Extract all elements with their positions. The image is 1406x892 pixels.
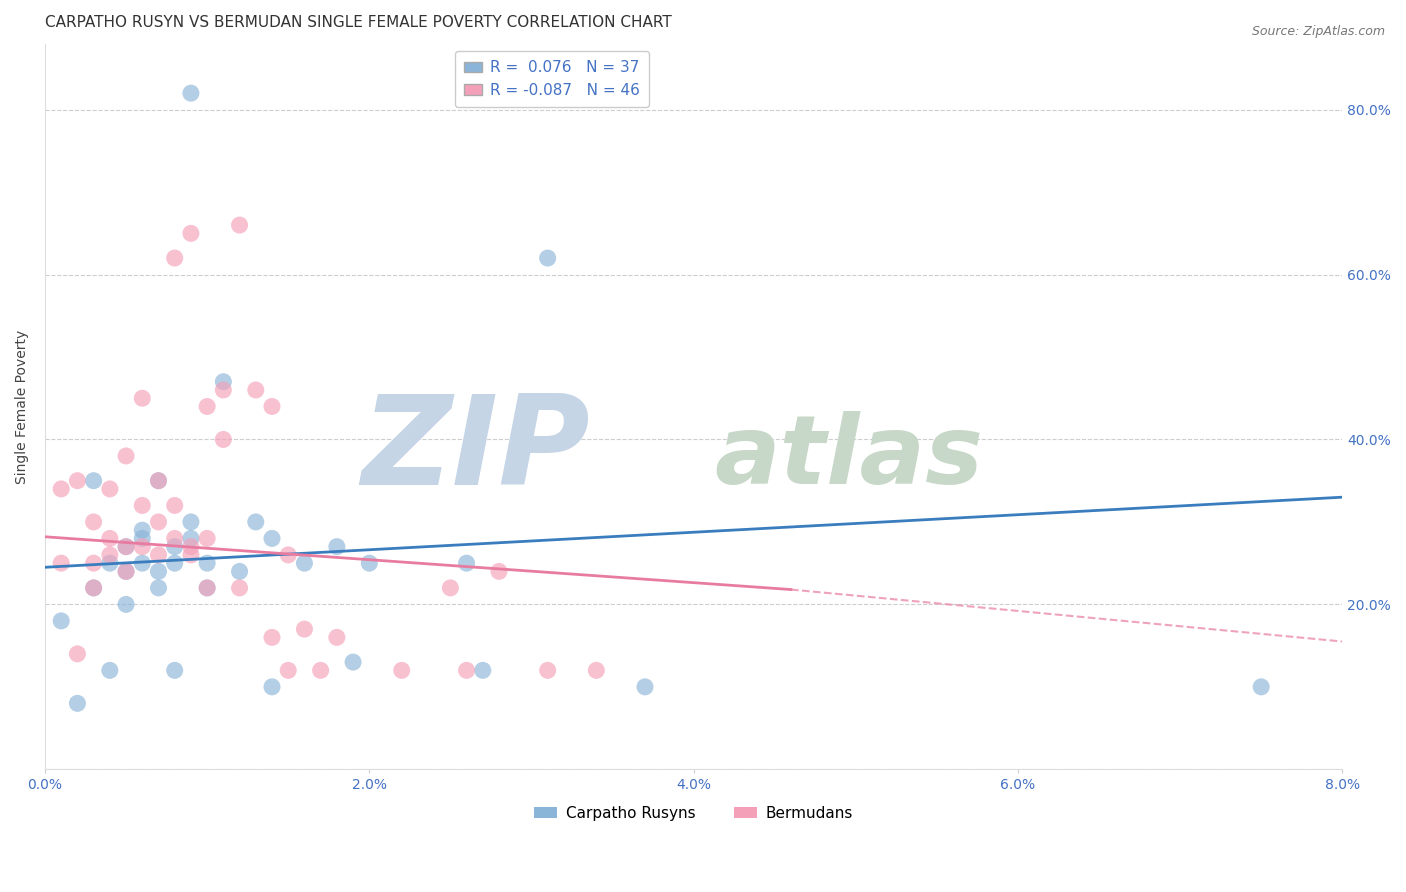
- Point: [228, 218, 250, 232]
- Point: [260, 400, 283, 414]
- Point: [83, 474, 105, 488]
- Y-axis label: Single Female Poverty: Single Female Poverty: [15, 329, 30, 483]
- Text: CARPATHO RUSYN VS BERMUDAN SINGLE FEMALE POVERTY CORRELATION CHART: CARPATHO RUSYN VS BERMUDAN SINGLE FEMALE…: [45, 15, 672, 30]
- Point: [148, 474, 170, 488]
- Point: [195, 556, 218, 570]
- Point: [131, 391, 153, 405]
- Point: [66, 696, 89, 710]
- Point: [326, 540, 349, 554]
- Point: [277, 548, 299, 562]
- Text: ZIP: ZIP: [361, 390, 591, 510]
- Point: [309, 664, 332, 678]
- Point: [260, 631, 283, 645]
- Point: [245, 383, 267, 397]
- Point: [537, 664, 560, 678]
- Point: [195, 400, 218, 414]
- Point: [163, 532, 186, 546]
- Point: [326, 631, 349, 645]
- Point: [115, 540, 138, 554]
- Point: [148, 581, 170, 595]
- Point: [260, 532, 283, 546]
- Point: [83, 556, 105, 570]
- Point: [115, 540, 138, 554]
- Point: [163, 664, 186, 678]
- Point: [195, 581, 218, 595]
- Legend: Carpatho Rusyns, Bermudans: Carpatho Rusyns, Bermudans: [527, 800, 859, 827]
- Point: [212, 433, 235, 447]
- Point: [228, 581, 250, 595]
- Point: [180, 548, 202, 562]
- Point: [148, 565, 170, 579]
- Point: [439, 581, 461, 595]
- Point: [471, 664, 494, 678]
- Point: [98, 548, 121, 562]
- Point: [342, 655, 364, 669]
- Point: [634, 680, 657, 694]
- Point: [195, 532, 218, 546]
- Text: atlas: atlas: [714, 411, 984, 504]
- Point: [359, 556, 381, 570]
- Point: [115, 565, 138, 579]
- Point: [294, 622, 316, 636]
- Point: [180, 532, 202, 546]
- Point: [51, 482, 73, 496]
- Point: [456, 556, 478, 570]
- Point: [115, 449, 138, 463]
- Point: [488, 565, 510, 579]
- Point: [456, 664, 478, 678]
- Point: [148, 548, 170, 562]
- Point: [294, 556, 316, 570]
- Point: [115, 598, 138, 612]
- Point: [163, 540, 186, 554]
- Point: [277, 664, 299, 678]
- Point: [180, 540, 202, 554]
- Point: [83, 515, 105, 529]
- Text: Source: ZipAtlas.com: Source: ZipAtlas.com: [1251, 25, 1385, 38]
- Point: [163, 499, 186, 513]
- Point: [163, 556, 186, 570]
- Point: [148, 474, 170, 488]
- Point: [180, 515, 202, 529]
- Point: [98, 664, 121, 678]
- Point: [195, 581, 218, 595]
- Point: [98, 482, 121, 496]
- Point: [131, 532, 153, 546]
- Point: [391, 664, 413, 678]
- Point: [131, 499, 153, 513]
- Point: [131, 556, 153, 570]
- Point: [180, 227, 202, 241]
- Point: [131, 540, 153, 554]
- Point: [1250, 680, 1272, 694]
- Point: [66, 474, 89, 488]
- Point: [66, 647, 89, 661]
- Point: [51, 556, 73, 570]
- Point: [228, 565, 250, 579]
- Point: [212, 375, 235, 389]
- Point: [98, 556, 121, 570]
- Point: [51, 614, 73, 628]
- Point: [537, 251, 560, 265]
- Point: [131, 523, 153, 537]
- Point: [115, 565, 138, 579]
- Point: [212, 383, 235, 397]
- Point: [163, 251, 186, 265]
- Point: [148, 515, 170, 529]
- Point: [260, 680, 283, 694]
- Point: [180, 86, 202, 100]
- Point: [245, 515, 267, 529]
- Point: [98, 532, 121, 546]
- Point: [585, 664, 607, 678]
- Point: [83, 581, 105, 595]
- Point: [83, 581, 105, 595]
